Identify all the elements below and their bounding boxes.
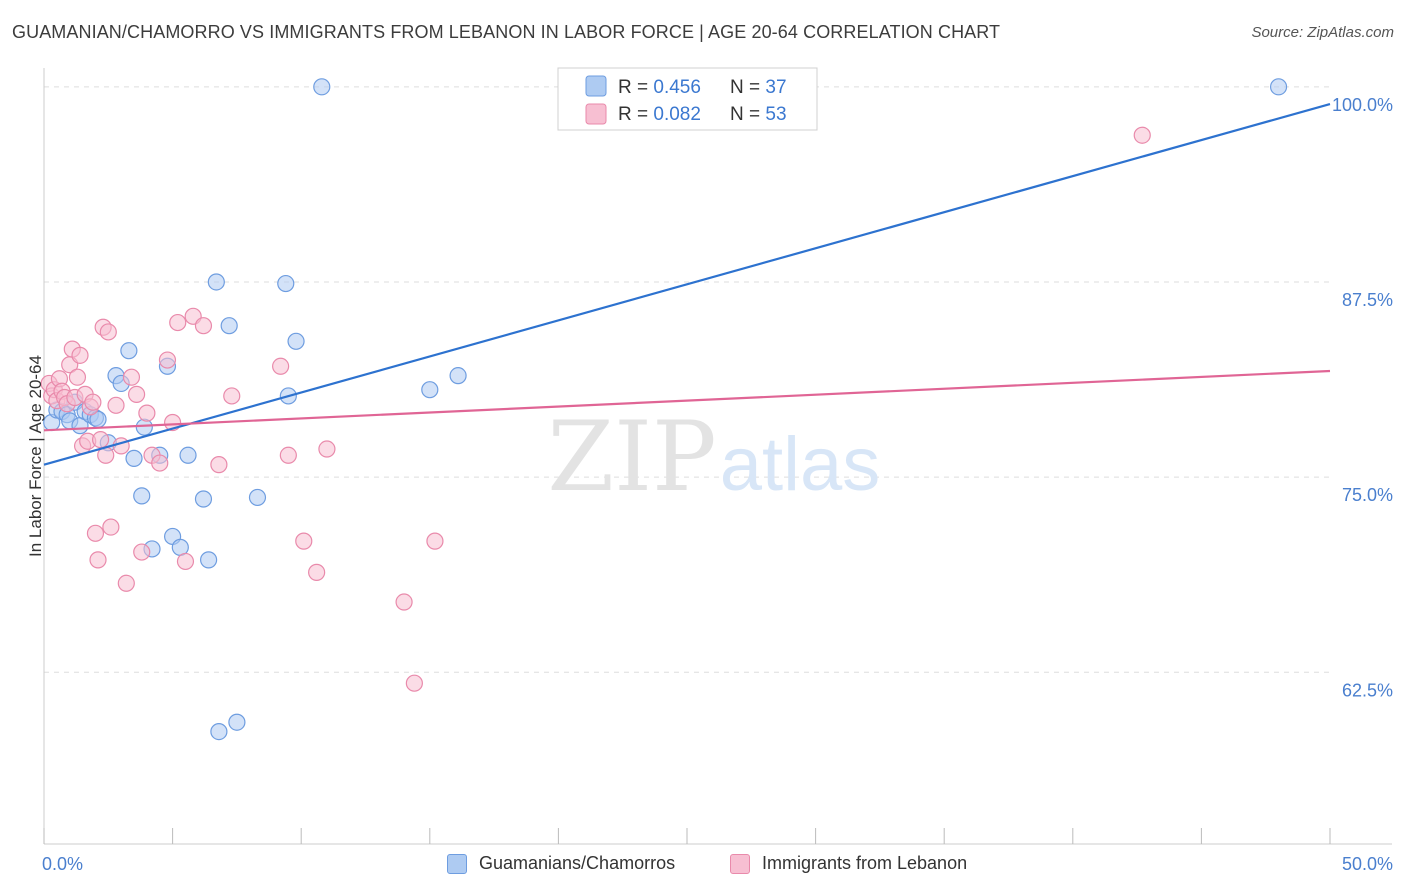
zipatlas-watermark: ZIP atlas [547,401,880,513]
point-lebanon [272,357,290,375]
point-guamanian [228,713,246,731]
series-legend: Guamanians/Chamorros Immigrants from Leb… [0,850,1406,880]
point-lebanon [426,532,444,550]
legend-n-label-2: N = [730,104,765,125]
point-guamanian [287,332,305,350]
trend-line-lebanon [43,369,1331,432]
point-guamanian [1269,78,1288,96]
legend-swatch-lebanon [730,853,750,874]
point-lebanon [138,404,156,422]
y-tick-label: 75.0% [1342,485,1393,505]
point-lebanon [91,431,110,449]
y-tick-label: 87.5% [1342,290,1393,310]
svg-text:R = 0.456 N = 37: R = 0.456 N = 37 [618,77,787,98]
point-lebanon [210,456,228,474]
x-axis-tick-labels: 0.0% 50.0% [42,854,1393,874]
y-tick-label: 100.0% [1332,95,1393,115]
point-lebanon [223,387,241,405]
point-guamanian [207,273,225,291]
watermark-zip: ZIP [547,401,716,513]
point-lebanon [1133,126,1151,144]
x-tick-label: 0.0% [42,854,83,874]
watermark-atlas: atlas [720,422,881,507]
y-axis-tick-labels: 100.0% 87.5% 75.0% 62.5% [1332,95,1393,700]
point-guamanian [421,381,439,399]
legend-n-value-1: 37 [765,77,786,98]
point-lebanon [133,543,151,561]
y-tick-label: 62.5% [1342,680,1393,700]
point-lebanon [107,396,125,414]
point-lebanon [295,532,313,550]
point-guamanian [125,449,143,467]
point-lebanon [89,551,107,569]
point-lebanon [122,368,141,386]
legend-n-label-1: N = [730,77,765,98]
x-tick-label: 50.0% [1342,854,1393,874]
legend-r-value-2: 0.082 [653,104,701,125]
point-guamanian [449,367,467,385]
point-lebanon [86,524,105,542]
legend-r-value-1: 0.456 [653,77,701,98]
chart-source: Source: ZipAtlas.com [1251,24,1394,41]
legend-r-label-2: R = [618,104,653,125]
legend-item-lebanon[interactable]: Immigrants from Lebanon [730,853,967,874]
point-guamanian [194,490,213,508]
point-lebanon [176,552,195,571]
point-guamanian [277,274,295,293]
trend-line-guamanian [43,102,1331,466]
point-lebanon [405,674,423,692]
point-lebanon [158,351,177,369]
point-guamanian [135,418,153,436]
x-axis-ticks [43,828,1331,844]
stats-legend: R = 0.456 N = 37 R = 0.082 N = 53 [557,67,818,131]
legend-swatch-blue [585,75,607,97]
trend-lines [43,102,1331,466]
point-guamanian [133,487,151,505]
point-lebanon [308,563,326,581]
point-lebanon [151,454,169,472]
point-guamanian [210,722,228,741]
point-lebanon [279,446,297,464]
point-lebanon [127,385,146,403]
legend-label-lebanon: Immigrants from Lebanon [762,853,968,873]
point-lebanon [318,440,336,458]
chart-title: GUAMANIAN/CHAMORRO VS IMMIGRANTS FROM LE… [12,22,1001,42]
legend-n-value-2: 53 [765,104,786,125]
data-points [40,78,1288,741]
legend-swatch-guamanians [447,853,467,874]
point-guamanian [179,446,197,464]
point-lebanon [117,574,135,592]
point-guamanian [248,488,267,507]
point-lebanon [102,518,120,536]
point-lebanon [194,317,213,335]
svg-text:R = 0.082 N = 53: R = 0.082 N = 53 [618,104,787,125]
legend-item-guamanians[interactable]: Guamanians/Chamorros [447,853,675,874]
legend-swatch-pink [585,103,607,125]
legend-r-label-1: R = [618,77,653,98]
point-guamanian [120,342,138,360]
y-axis-label: In Labor Force | Age 20-64 [26,355,45,557]
point-lebanon [169,313,187,332]
point-lebanon [84,393,102,411]
point-lebanon [395,593,413,611]
point-lebanon [68,368,87,386]
legend-label-guamanians: Guamanians/Chamorros [479,853,676,873]
point-lebanon [71,346,89,364]
point-guamanian [220,317,238,335]
point-lebanon [99,323,117,341]
point-guamanian [200,551,218,569]
point-guamanian [313,78,331,96]
axes [43,68,1392,845]
